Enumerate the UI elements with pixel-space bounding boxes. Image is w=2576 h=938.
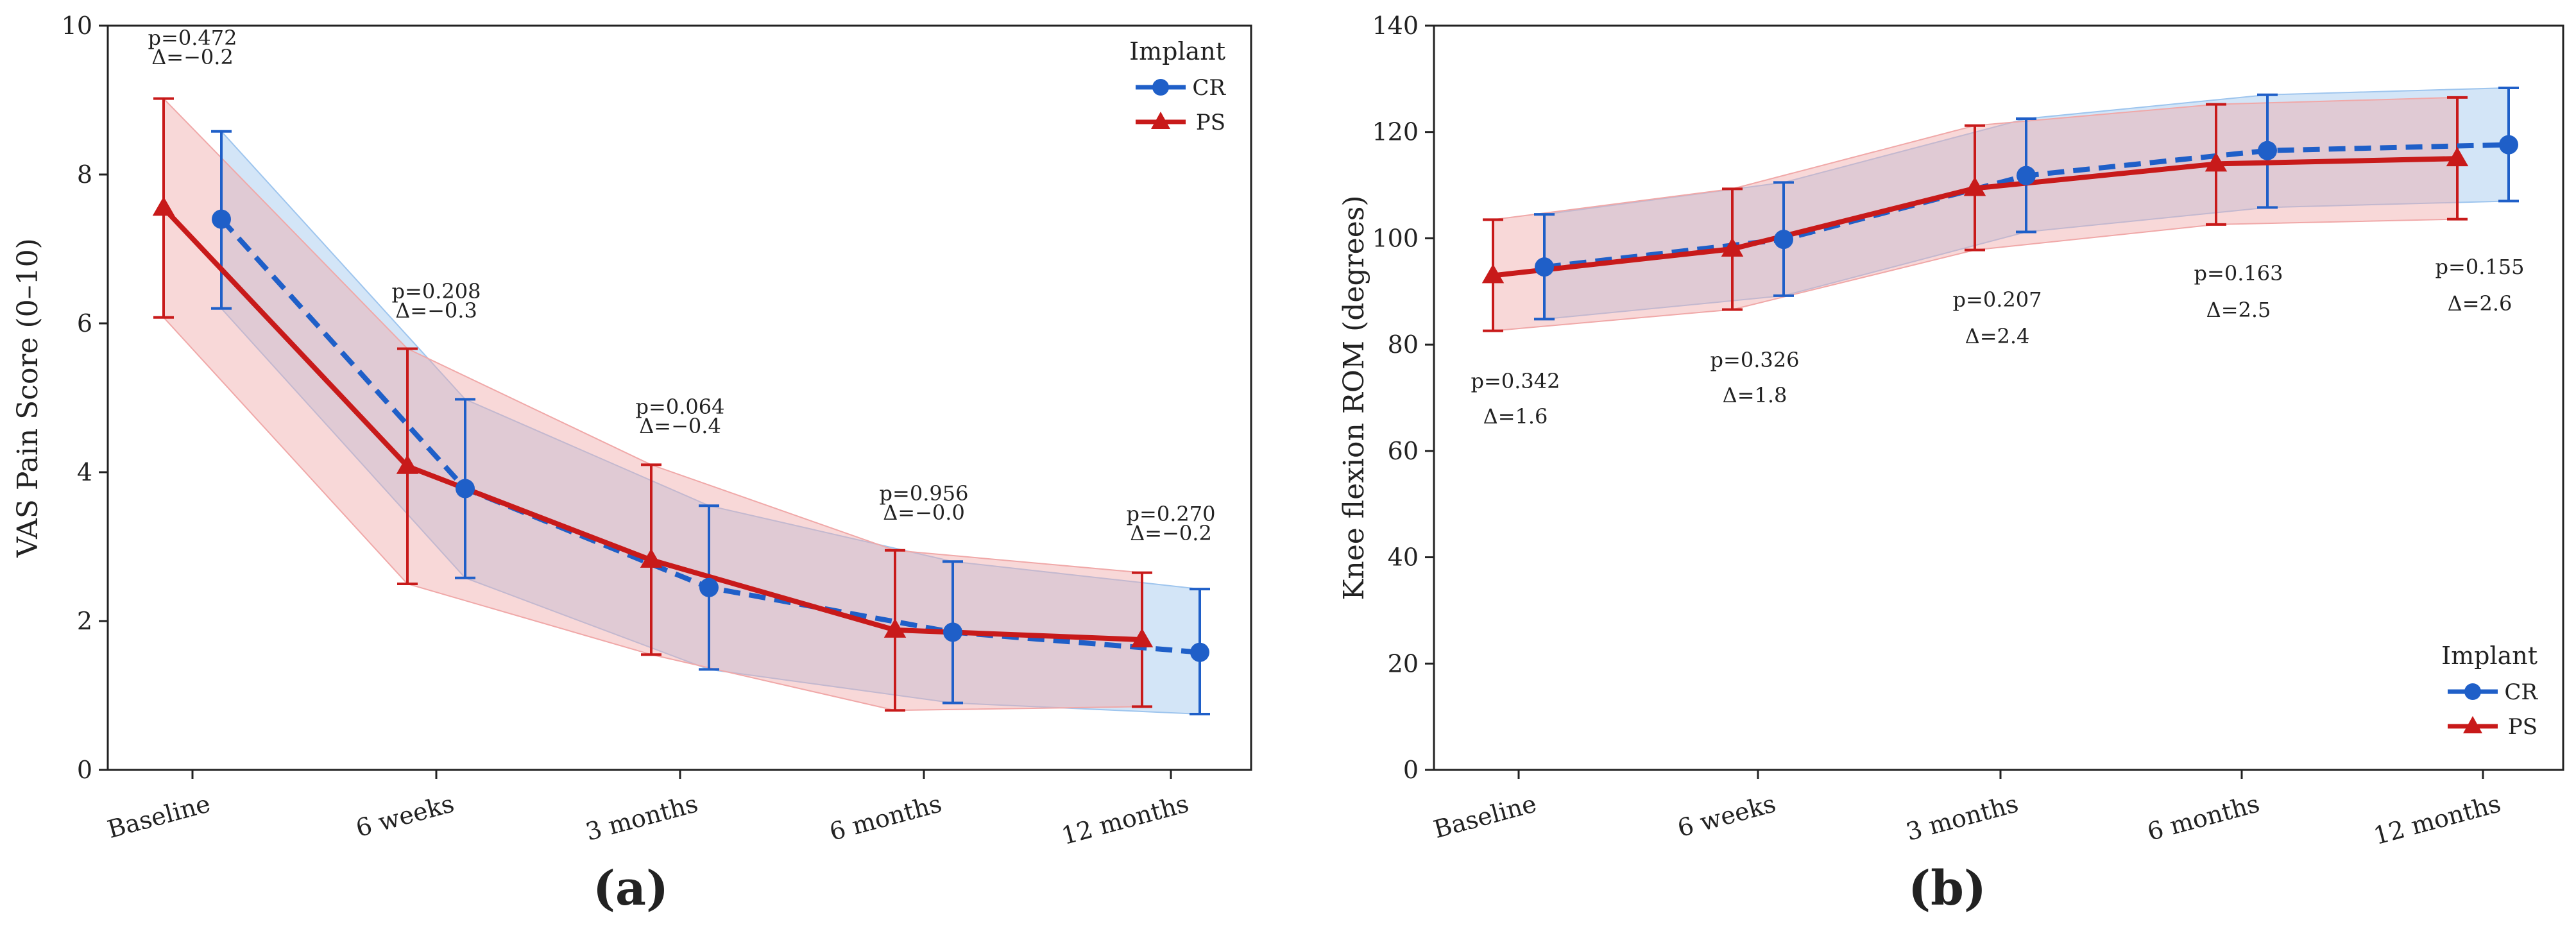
data-point-ps [2446, 147, 2469, 167]
delta-label: Δ=2.6 [2448, 291, 2512, 316]
p-value-label: p=0.270 [1127, 502, 1216, 526]
data-point-cr [456, 479, 475, 499]
data-point-cr [2017, 166, 2036, 185]
legend-marker [1152, 79, 1169, 96]
legend-item-ps: PS [2448, 714, 2538, 740]
data-point-ps [883, 618, 907, 638]
y-tick-label: 140 [1372, 12, 1419, 40]
data-point-cr [1535, 257, 1554, 277]
x-tick-label: 6 months [826, 789, 944, 846]
p-value-label: p=0.326 [1710, 348, 1800, 372]
y-tick-label: 100 [1372, 224, 1419, 252]
delta-label: Δ=−0.3 [395, 298, 477, 323]
y-tick-label: 40 [1388, 543, 1419, 572]
p-value-label: p=0.472 [148, 26, 237, 50]
data-point-cr [2499, 135, 2518, 155]
y-tick-label: 80 [1388, 330, 1419, 359]
p-value-label: p=0.163 [2194, 261, 2283, 286]
legend-item-cr: CR [2448, 679, 2538, 705]
legend-label: PS [1196, 110, 1225, 135]
data-point-ps [396, 454, 419, 474]
data-point-ps [152, 196, 175, 216]
delta-label: Δ=1.6 [1483, 404, 1548, 429]
x-tick-label: Baseline [105, 789, 214, 844]
data-point-cr [699, 577, 719, 597]
data-point-ps [1481, 264, 1505, 284]
p-value-label: p=0.064 [636, 395, 725, 419]
panel-a-vas-pain-chart: 0 2 4 6 8 10 Baseline 6 weeks 3 months 6 months 12… [12, 12, 1252, 916]
legend: Implant CR PS [1129, 37, 1226, 135]
data-point-ps [2205, 152, 2228, 172]
delta-label: Δ=2.5 [2206, 298, 2271, 322]
y-axis-title: Knee flexion ROM (degrees) [1338, 196, 1370, 601]
data-point-ps [1721, 237, 1744, 257]
legend-title: Implant [2441, 642, 2538, 670]
p-value-label: p=0.956 [880, 481, 969, 506]
y-tick-label: 0 [1403, 756, 1419, 784]
panel-b-knee-flexion-chart: 0 20 40 60 80 100 120 140 Baseline 6 weeks 3 month… [1338, 12, 2564, 916]
delta-label: Δ=−0.4 [639, 414, 721, 438]
y-tick-label: 0 [77, 756, 92, 784]
legend-marker [2464, 683, 2481, 700]
legend-item-cr: CR [1136, 75, 1226, 101]
y-axis-title: VAS Pain Score (0–10) [12, 238, 44, 558]
data-point-cr [2258, 141, 2277, 160]
y-tick-label: 2 [77, 607, 92, 635]
legend-marker [1151, 112, 1170, 129]
legend-item-ps: PS [1136, 110, 1225, 135]
p-value-label: p=0.208 [392, 279, 481, 303]
x-tick-label: 6 weeks [1675, 789, 1778, 842]
x-tick-label: Baseline [1431, 789, 1540, 844]
x-tick-label: 3 months [583, 789, 701, 846]
data-point-ps [1130, 628, 1154, 647]
data-point-cr [1190, 642, 1209, 662]
legend-title: Implant [1129, 37, 1225, 65]
y-tick-label: 60 [1388, 437, 1419, 465]
legend-label: CR [2504, 679, 2538, 705]
delta-label: Δ=−0.2 [1130, 521, 1212, 545]
y-tick-label: 8 [77, 160, 92, 189]
p-value-label: p=0.342 [1471, 369, 1560, 393]
y-tick-label: 4 [77, 458, 92, 486]
data-point-ps [640, 548, 663, 568]
x-tick-label: 3 months [1903, 789, 2021, 846]
legend: Implant CR PS [2441, 642, 2538, 740]
legend-marker [2463, 716, 2482, 733]
y-tick-label: 10 [62, 12, 92, 40]
y-tick-label: 6 [77, 309, 92, 337]
x-tick-label: 6 weeks [353, 789, 457, 842]
y-tick-label: 20 [1388, 649, 1419, 678]
delta-label: Δ=−0.0 [883, 500, 965, 525]
legend-label: PS [2508, 714, 2538, 740]
p-value-label: p=0.207 [1953, 287, 2042, 312]
data-point-ps [1963, 176, 1986, 196]
delta-label: Δ=1.8 [1723, 383, 1787, 407]
data-point-cr [212, 209, 231, 229]
delta-label: Δ=−0.2 [151, 45, 234, 69]
x-tick-label: 12 months [1059, 789, 1192, 850]
p-value-label: p=0.155 [2435, 255, 2525, 279]
data-point-cr [1774, 230, 1793, 250]
data-point-cr [943, 622, 962, 642]
x-tick-label: 12 months [2371, 789, 2504, 850]
legend-label: CR [1192, 75, 1226, 101]
panel-label: (a) [593, 861, 669, 916]
panel-label: (b) [1908, 861, 1986, 916]
y-tick-label: 120 [1372, 118, 1419, 146]
delta-label: Δ=2.4 [1965, 324, 2030, 348]
plot-frame [1433, 24, 2564, 771]
x-tick-label: 6 months [2144, 789, 2262, 846]
